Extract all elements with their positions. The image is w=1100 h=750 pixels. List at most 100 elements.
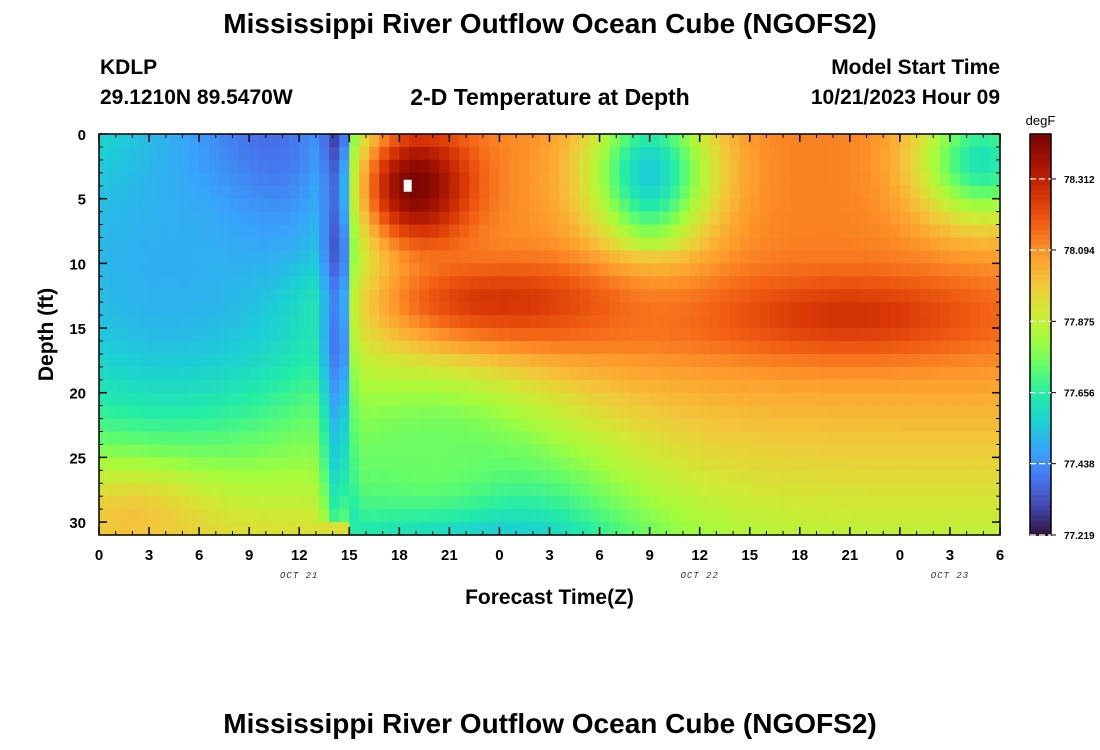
heatmap-cell: [379, 379, 390, 394]
heatmap-cell: [909, 289, 921, 303]
heatmap-cell: [159, 431, 170, 446]
heatmap-cell: [529, 457, 541, 471]
heatmap-cell: [359, 185, 370, 200]
heatmap-cell: [599, 483, 611, 497]
heatmap-cell: [409, 379, 420, 394]
heatmap-cell: [889, 276, 901, 290]
heatmap-cell: [249, 289, 260, 303]
heatmap-cell: [339, 353, 350, 368]
heatmap-cell: [579, 211, 591, 226]
heatmap-cell: [809, 302, 821, 316]
heatmap-cell: [939, 250, 951, 264]
heatmap-cell: [369, 328, 380, 342]
heatmap-cell: [279, 418, 290, 433]
heatmap-cell: [519, 224, 531, 239]
heatmap-cell: [569, 444, 581, 458]
heatmap-cell: [519, 237, 531, 252]
heatmap-cell: [649, 470, 661, 484]
heatmap-cell: [849, 366, 861, 381]
heatmap-cell: [119, 263, 130, 277]
heatmap-cell: [179, 366, 190, 381]
heatmap-cell: [159, 444, 170, 458]
heatmap-cell: [649, 250, 661, 264]
heatmap-cell: [949, 315, 961, 329]
heatmap-cell: [659, 353, 671, 368]
heatmap-cell: [749, 379, 761, 394]
heatmap-cell: [699, 289, 711, 303]
heatmap-cell: [329, 470, 340, 484]
heatmap-cell: [349, 418, 360, 433]
colorbar-band: [1030, 384, 1051, 391]
heatmap-cell: [809, 379, 821, 394]
heatmap-cell: [829, 276, 841, 290]
heatmap-cell: [549, 289, 561, 303]
heatmap-cell: [329, 146, 340, 161]
heatmap-cell: [279, 444, 290, 458]
heatmap-cell: [629, 276, 641, 290]
heatmap-cell: [669, 276, 681, 290]
heatmap-cell: [399, 340, 410, 355]
heatmap-cell: [109, 198, 120, 213]
heatmap-cell: [369, 496, 380, 510]
heatmap-cell: [969, 159, 981, 174]
heatmap-cell: [119, 353, 130, 368]
heatmap-cell: [439, 302, 450, 316]
heatmap-cell: [469, 146, 481, 161]
heatmap-cell: [949, 392, 961, 407]
heatmap-cell: [99, 185, 110, 200]
heatmap-cell: [219, 224, 230, 239]
heatmap-cell: [529, 289, 541, 303]
heatmap-cell: [849, 302, 861, 316]
heatmap-cell: [629, 224, 641, 239]
heatmap-cell: [219, 146, 230, 161]
heatmap-cell: [549, 405, 561, 420]
heatmap-cell: [359, 276, 370, 290]
heatmap-cell: [959, 340, 971, 355]
heatmap-cell: [879, 263, 891, 277]
heatmap-cell: [309, 470, 320, 484]
heatmap-cell: [619, 302, 631, 316]
heatmap-cell: [159, 522, 170, 536]
heatmap-cell: [249, 172, 260, 187]
heatmap-cell: [339, 211, 350, 226]
heatmap-cell: [989, 418, 1001, 433]
heatmap-cell: [139, 172, 150, 187]
heatmap-cell: [979, 263, 991, 277]
heatmap-cell: [979, 302, 991, 316]
heatmap-cell: [979, 522, 991, 536]
heatmap-cell: [849, 250, 861, 264]
heatmap-cell: [529, 198, 541, 213]
heatmap-cell: [659, 237, 671, 252]
heatmap-cell: [319, 496, 330, 510]
heatmap-cell: [499, 431, 511, 446]
heatmap-cell: [389, 392, 400, 407]
heatmap-cell: [209, 159, 220, 174]
heatmap-cell: [799, 483, 811, 497]
heatmap-cell: [569, 379, 581, 394]
heatmap-cell: [629, 405, 641, 420]
heatmap-cell: [359, 159, 370, 174]
heatmap-cell: [419, 172, 430, 187]
heatmap-cell: [629, 496, 641, 510]
heatmap-cell: [809, 470, 821, 484]
heatmap-cell: [149, 392, 160, 407]
heatmap-cell: [129, 159, 140, 174]
heatmap-cell: [509, 470, 521, 484]
heatmap-cell: [689, 185, 701, 200]
heatmap-cell: [489, 328, 501, 342]
heatmap-cell: [639, 302, 651, 316]
heatmap-cell: [819, 405, 831, 420]
heatmap-cell: [109, 289, 120, 303]
heatmap-cell: [959, 405, 971, 420]
heatmap-cell: [859, 159, 871, 174]
heatmap-cell: [499, 159, 511, 174]
heatmap-cell: [579, 405, 591, 420]
heatmap-cell: [629, 146, 641, 161]
heatmap-cell: [219, 483, 230, 497]
heatmap-cell: [169, 444, 180, 458]
heatmap-cell: [499, 185, 511, 200]
heatmap-cell: [159, 302, 170, 316]
heatmap-cell: [449, 237, 460, 252]
heatmap-cell: [419, 185, 430, 200]
heatmap-cell: [829, 392, 841, 407]
